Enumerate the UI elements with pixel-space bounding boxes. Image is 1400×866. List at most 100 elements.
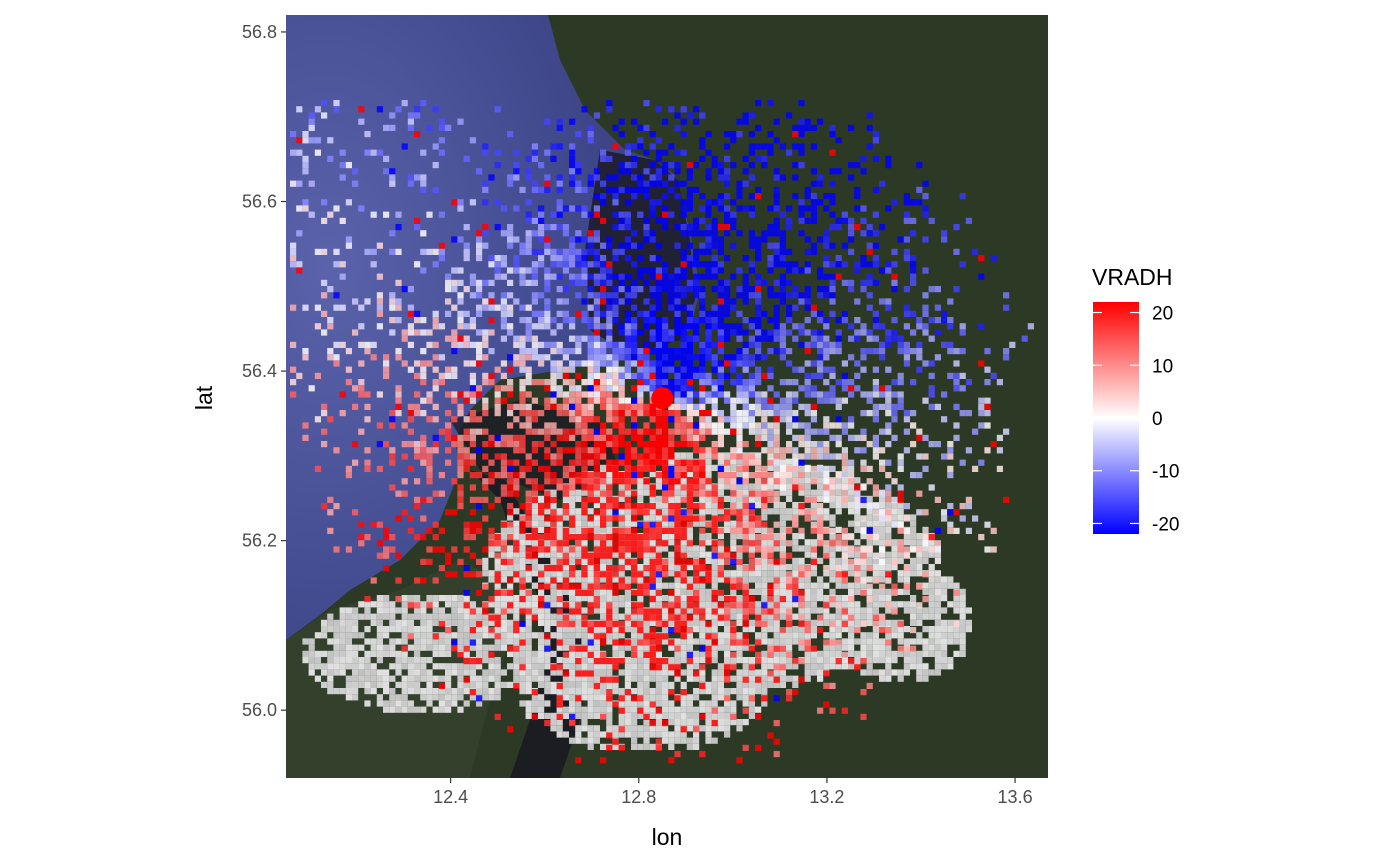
vradh-cell xyxy=(662,607,669,614)
vradh-cell xyxy=(786,292,793,299)
vradh-cell xyxy=(631,155,638,162)
vradh-cell xyxy=(947,582,954,589)
vradh-cell xyxy=(823,619,830,626)
vradh-cell xyxy=(420,410,427,417)
vradh-cell xyxy=(612,743,619,750)
vradh-cell xyxy=(916,551,923,558)
vradh-cell xyxy=(916,323,923,330)
vradh-cell xyxy=(742,644,749,651)
vradh-cell xyxy=(327,613,334,620)
vradh-cell xyxy=(569,162,576,169)
vradh-cell xyxy=(879,601,886,608)
vradh-cell xyxy=(792,335,799,342)
vradh-cell xyxy=(711,410,718,417)
vradh-cell xyxy=(612,441,619,448)
vradh-cell xyxy=(903,323,910,330)
vradh-cell xyxy=(389,644,396,651)
vradh-cell xyxy=(606,186,613,193)
vradh-cell xyxy=(724,688,731,695)
vradh-cell xyxy=(693,354,700,361)
vradh-cell xyxy=(327,638,334,645)
vradh-cell xyxy=(569,174,576,181)
vradh-cell xyxy=(531,657,538,664)
vradh-cell xyxy=(662,118,669,125)
vradh-cell xyxy=(600,557,607,564)
vradh-cell xyxy=(866,576,873,583)
vradh-cell xyxy=(513,576,520,583)
vradh-cell xyxy=(500,292,507,299)
vradh-cell xyxy=(854,526,861,533)
vradh-cell xyxy=(352,441,359,448)
vradh-cell xyxy=(686,607,693,614)
vradh-cell xyxy=(414,174,421,181)
vradh-cell xyxy=(420,180,427,187)
vradh-cell xyxy=(835,626,842,633)
vradh-cell xyxy=(662,638,669,645)
vradh-cell xyxy=(538,632,545,639)
vradh-cell xyxy=(494,304,501,311)
vradh-cell xyxy=(562,688,569,695)
vradh-cell xyxy=(581,607,588,614)
vradh-cell xyxy=(717,712,724,719)
vradh-cell xyxy=(370,248,377,255)
vradh-cell xyxy=(686,279,693,286)
vradh-cell xyxy=(736,434,743,441)
vradh-cell xyxy=(407,681,414,688)
vradh-cell xyxy=(860,261,867,268)
vradh-cell xyxy=(556,385,563,392)
vradh-cell xyxy=(463,688,470,695)
vradh-cell xyxy=(860,354,867,361)
vradh-cell xyxy=(773,447,780,454)
vradh-cell xyxy=(748,112,755,119)
vradh-cell xyxy=(587,564,594,571)
vradh-cell xyxy=(550,317,557,324)
vradh-cell xyxy=(742,391,749,398)
vradh-cell xyxy=(376,149,383,156)
vradh-cell xyxy=(606,304,613,311)
vradh-cell xyxy=(736,286,743,293)
vradh-cell xyxy=(581,712,588,719)
vradh-cell xyxy=(916,341,923,348)
vradh-cell xyxy=(631,335,638,342)
vradh-cell xyxy=(538,261,545,268)
vradh-cell xyxy=(742,657,749,664)
vradh-cell xyxy=(457,335,464,342)
vradh-cell xyxy=(674,706,681,713)
vradh-cell xyxy=(903,410,910,417)
vradh-cell xyxy=(581,719,588,726)
vradh-cell xyxy=(767,681,774,688)
vradh-cell xyxy=(705,712,712,719)
vradh-cell xyxy=(922,526,929,533)
vradh-cell xyxy=(699,366,706,373)
vradh-cell xyxy=(736,329,743,336)
vradh-cell xyxy=(686,422,693,429)
vradh-cell xyxy=(370,650,377,657)
vradh-cell xyxy=(538,323,545,330)
vradh-cell xyxy=(364,447,371,454)
vradh-cell xyxy=(755,279,762,286)
vradh-cell xyxy=(742,273,749,280)
vradh-cell xyxy=(779,335,786,342)
vradh-cell xyxy=(693,441,700,448)
vradh-cell xyxy=(717,533,724,540)
vradh-cell xyxy=(469,428,476,435)
vradh-cell xyxy=(339,644,346,651)
vradh-cell xyxy=(593,323,600,330)
vradh-cell xyxy=(848,644,855,651)
vradh-cell xyxy=(637,428,644,435)
vradh-cell xyxy=(438,694,445,701)
vradh-cell xyxy=(376,619,383,626)
vradh-cell xyxy=(655,447,662,454)
vradh-cell xyxy=(699,155,706,162)
vradh-cell xyxy=(792,434,799,441)
vradh-cell xyxy=(308,663,315,670)
vradh-cell xyxy=(866,410,873,417)
vradh-cell xyxy=(618,279,625,286)
vradh-cell xyxy=(519,545,526,552)
vradh-cell xyxy=(420,694,427,701)
vradh-cell xyxy=(327,657,334,664)
vradh-cell xyxy=(469,632,476,639)
vradh-cell xyxy=(910,348,917,355)
vradh-cell xyxy=(637,379,644,386)
vradh-cell xyxy=(612,725,619,732)
